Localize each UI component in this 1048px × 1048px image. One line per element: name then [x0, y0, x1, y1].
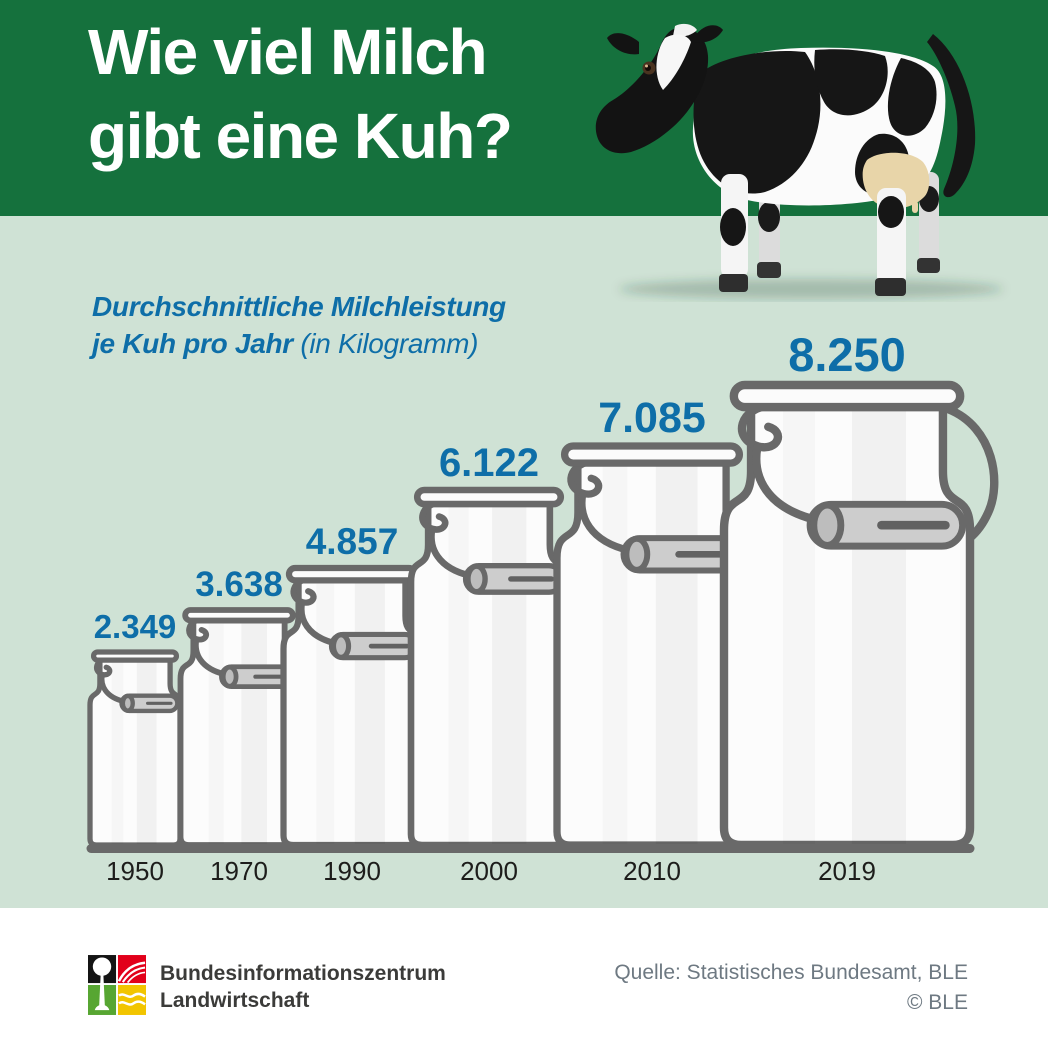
- bzl-logo: [88, 955, 146, 1015]
- source-note: Quelle: Statistisches Bundesamt, BLE © B…: [614, 958, 968, 1018]
- cow-body-group: [595, 23, 976, 296]
- footer: Bundesinformationszentrum Landwirtschaft…: [0, 908, 1048, 1048]
- org-name: Bundesinformationszentrum Landwirtschaft: [160, 960, 446, 1014]
- title-line-2: gibt eine Kuh?: [88, 100, 513, 172]
- title-line-1: Wie viel Milch: [88, 16, 488, 88]
- subtitle-line-2: je Kuh pro Jahr (in Kilogramm): [92, 328, 479, 359]
- source-line: Quelle: Statistisches Bundesamt, BLE: [614, 961, 968, 984]
- org-line-1: Bundesinformationszentrum: [160, 962, 446, 985]
- page-title: Wie viel Milch gibt eine Kuh?: [88, 10, 513, 178]
- subtitle-line-1: Durchschnittliche Milchleistung: [92, 291, 506, 322]
- cow-shadow: [619, 279, 1003, 299]
- logo-wave-icon: [118, 992, 146, 1006]
- chart-subtitle: Durchschnittliche Milchleistung je Kuh p…: [92, 288, 506, 362]
- cow-icon: [595, 23, 1003, 299]
- copyright-line: © BLE: [906, 991, 968, 1014]
- cow-head: [595, 27, 709, 154]
- logo-field-icon: [117, 961, 146, 984]
- logo-tree-icon: [92, 957, 112, 1011]
- org-line-2: Landwirtschaft: [160, 989, 310, 1012]
